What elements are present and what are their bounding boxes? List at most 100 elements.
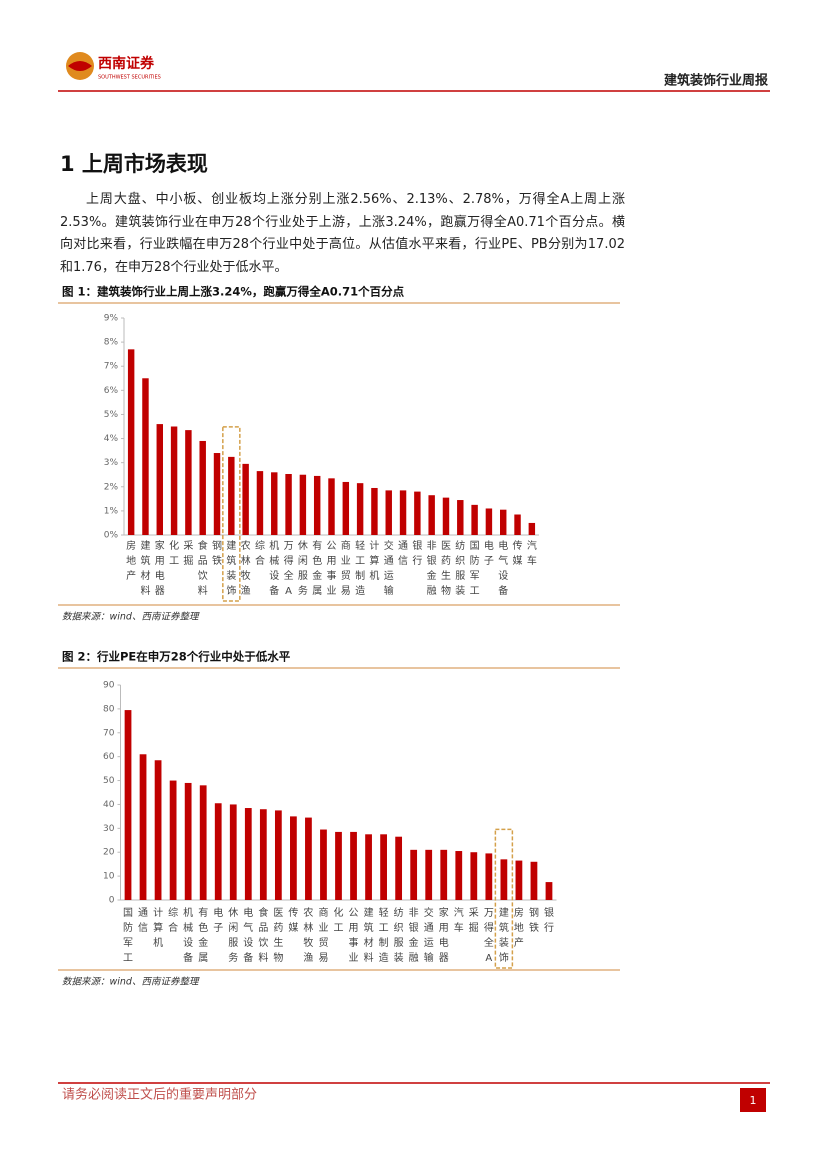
bar <box>139 754 147 900</box>
bar <box>229 804 237 900</box>
y-tick-label: 6% <box>104 386 119 396</box>
bar <box>414 491 421 535</box>
bar <box>213 453 221 535</box>
bar <box>242 463 249 535</box>
bar <box>528 522 536 535</box>
y-tick-label: 50 <box>103 776 115 786</box>
x-tick-label: 有色金属 <box>312 539 322 597</box>
bar <box>142 378 149 535</box>
figure-source: 数据来源：wind、西南证券整理 <box>62 976 200 988</box>
x-tick-label: 计算机 <box>369 539 379 582</box>
x-tick-label: 电气设备 <box>498 539 508 597</box>
y-tick-label: 2% <box>104 482 119 492</box>
bar <box>154 760 162 900</box>
bar <box>244 808 252 900</box>
bar <box>320 829 327 900</box>
x-tick-label: 综合 <box>255 539 265 567</box>
x-tick-label: 医药生物 <box>273 907 283 964</box>
x-tick-label: 房地产 <box>126 539 136 582</box>
bar <box>313 475 321 535</box>
bar <box>259 809 267 900</box>
x-tick-label: 商业贸易 <box>318 906 328 964</box>
bar <box>515 860 523 900</box>
bar <box>471 504 478 535</box>
x-tick-label: 非银金融 <box>427 540 437 597</box>
x-tick-label: 汽车 <box>527 539 537 567</box>
x-tick-label: 钢铁 <box>212 539 222 567</box>
x-tick-label: 家用电器 <box>439 906 449 964</box>
x-tick-label: 房地产 <box>514 906 524 949</box>
bar <box>485 853 493 900</box>
bar <box>185 430 192 535</box>
x-tick-label: 交通运输 <box>384 539 394 597</box>
x-tick-label: 建筑装饰 <box>499 906 509 964</box>
x-tick-label: 万得全 A <box>484 908 494 964</box>
bar <box>299 474 307 535</box>
bar <box>365 834 372 900</box>
x-tick-label: 机械设备 <box>269 539 279 597</box>
x-tick-label: 医药生物 <box>441 540 451 597</box>
x-tick-label: 商业贸易 <box>341 539 351 597</box>
bar <box>328 478 335 535</box>
x-tick-label: 公用事业 <box>327 541 337 597</box>
bar <box>457 500 464 535</box>
x-tick-label: 机械设备 <box>183 906 193 964</box>
x-tick-label: 农林牧渔 <box>241 539 251 597</box>
bar <box>395 836 403 900</box>
x-tick-label: 采掘 <box>469 907 479 934</box>
x-tick-label: 计算机 <box>153 906 163 949</box>
bar <box>380 834 387 900</box>
x-tick-label: 通信 <box>138 907 148 934</box>
bar <box>127 349 135 535</box>
y-tick-label: 80 <box>103 704 115 714</box>
y-tick-label: 1% <box>104 506 119 516</box>
bar <box>124 710 132 900</box>
x-tick-label: 银行 <box>412 539 422 567</box>
bar <box>371 487 378 535</box>
bar <box>514 514 521 535</box>
bar <box>410 849 418 900</box>
x-tick-label: 化工 <box>334 906 344 934</box>
bar <box>428 495 435 535</box>
x-tick-label: 建筑材料 <box>140 539 150 597</box>
y-tick-label: 20 <box>103 848 115 858</box>
x-tick-label: 采掘 <box>183 540 193 567</box>
x-tick-label: 通信 <box>398 540 408 567</box>
bar <box>356 483 364 535</box>
bar <box>442 497 450 535</box>
logo-mark-inner <box>68 61 92 71</box>
highlight-box <box>222 426 241 602</box>
x-tick-label: 纺织服装 <box>455 539 465 597</box>
bar <box>184 782 192 900</box>
y-tick-label: 10 <box>103 872 115 882</box>
x-tick-label: 食品饮料 <box>258 906 268 964</box>
bar <box>342 481 350 535</box>
y-tick-label: 4% <box>104 434 119 444</box>
x-tick-label: 纺织服装 <box>394 906 404 964</box>
report-title: 建筑装饰行业周报 <box>664 73 769 89</box>
y-tick-label: 70 <box>103 728 115 738</box>
x-tick-label: 传媒 <box>513 540 523 567</box>
x-tick-label: 公用事业 <box>349 908 359 964</box>
x-tick-label: 化工 <box>169 539 179 567</box>
y-tick-label: 90 <box>103 681 115 691</box>
y-tick-label: 9% <box>104 314 119 324</box>
x-tick-label: 交通运输 <box>424 906 434 964</box>
x-tick-label: 有色金属 <box>198 906 208 964</box>
x-tick-label: 电气设备 <box>243 906 253 964</box>
figure-source: 数据来源：wind、西南证券整理 <box>62 611 200 623</box>
bar <box>470 852 478 900</box>
bar <box>335 831 342 900</box>
bar <box>485 508 493 535</box>
x-tick-label: 非银金融 <box>409 907 419 964</box>
x-tick-label: 国防军工 <box>470 540 480 597</box>
bar <box>285 473 292 535</box>
bar <box>169 780 177 900</box>
y-tick-label: 40 <box>103 800 115 810</box>
bar <box>500 859 508 900</box>
bar <box>530 861 538 900</box>
x-tick-label: 综合 <box>168 906 178 934</box>
bar <box>156 424 163 535</box>
